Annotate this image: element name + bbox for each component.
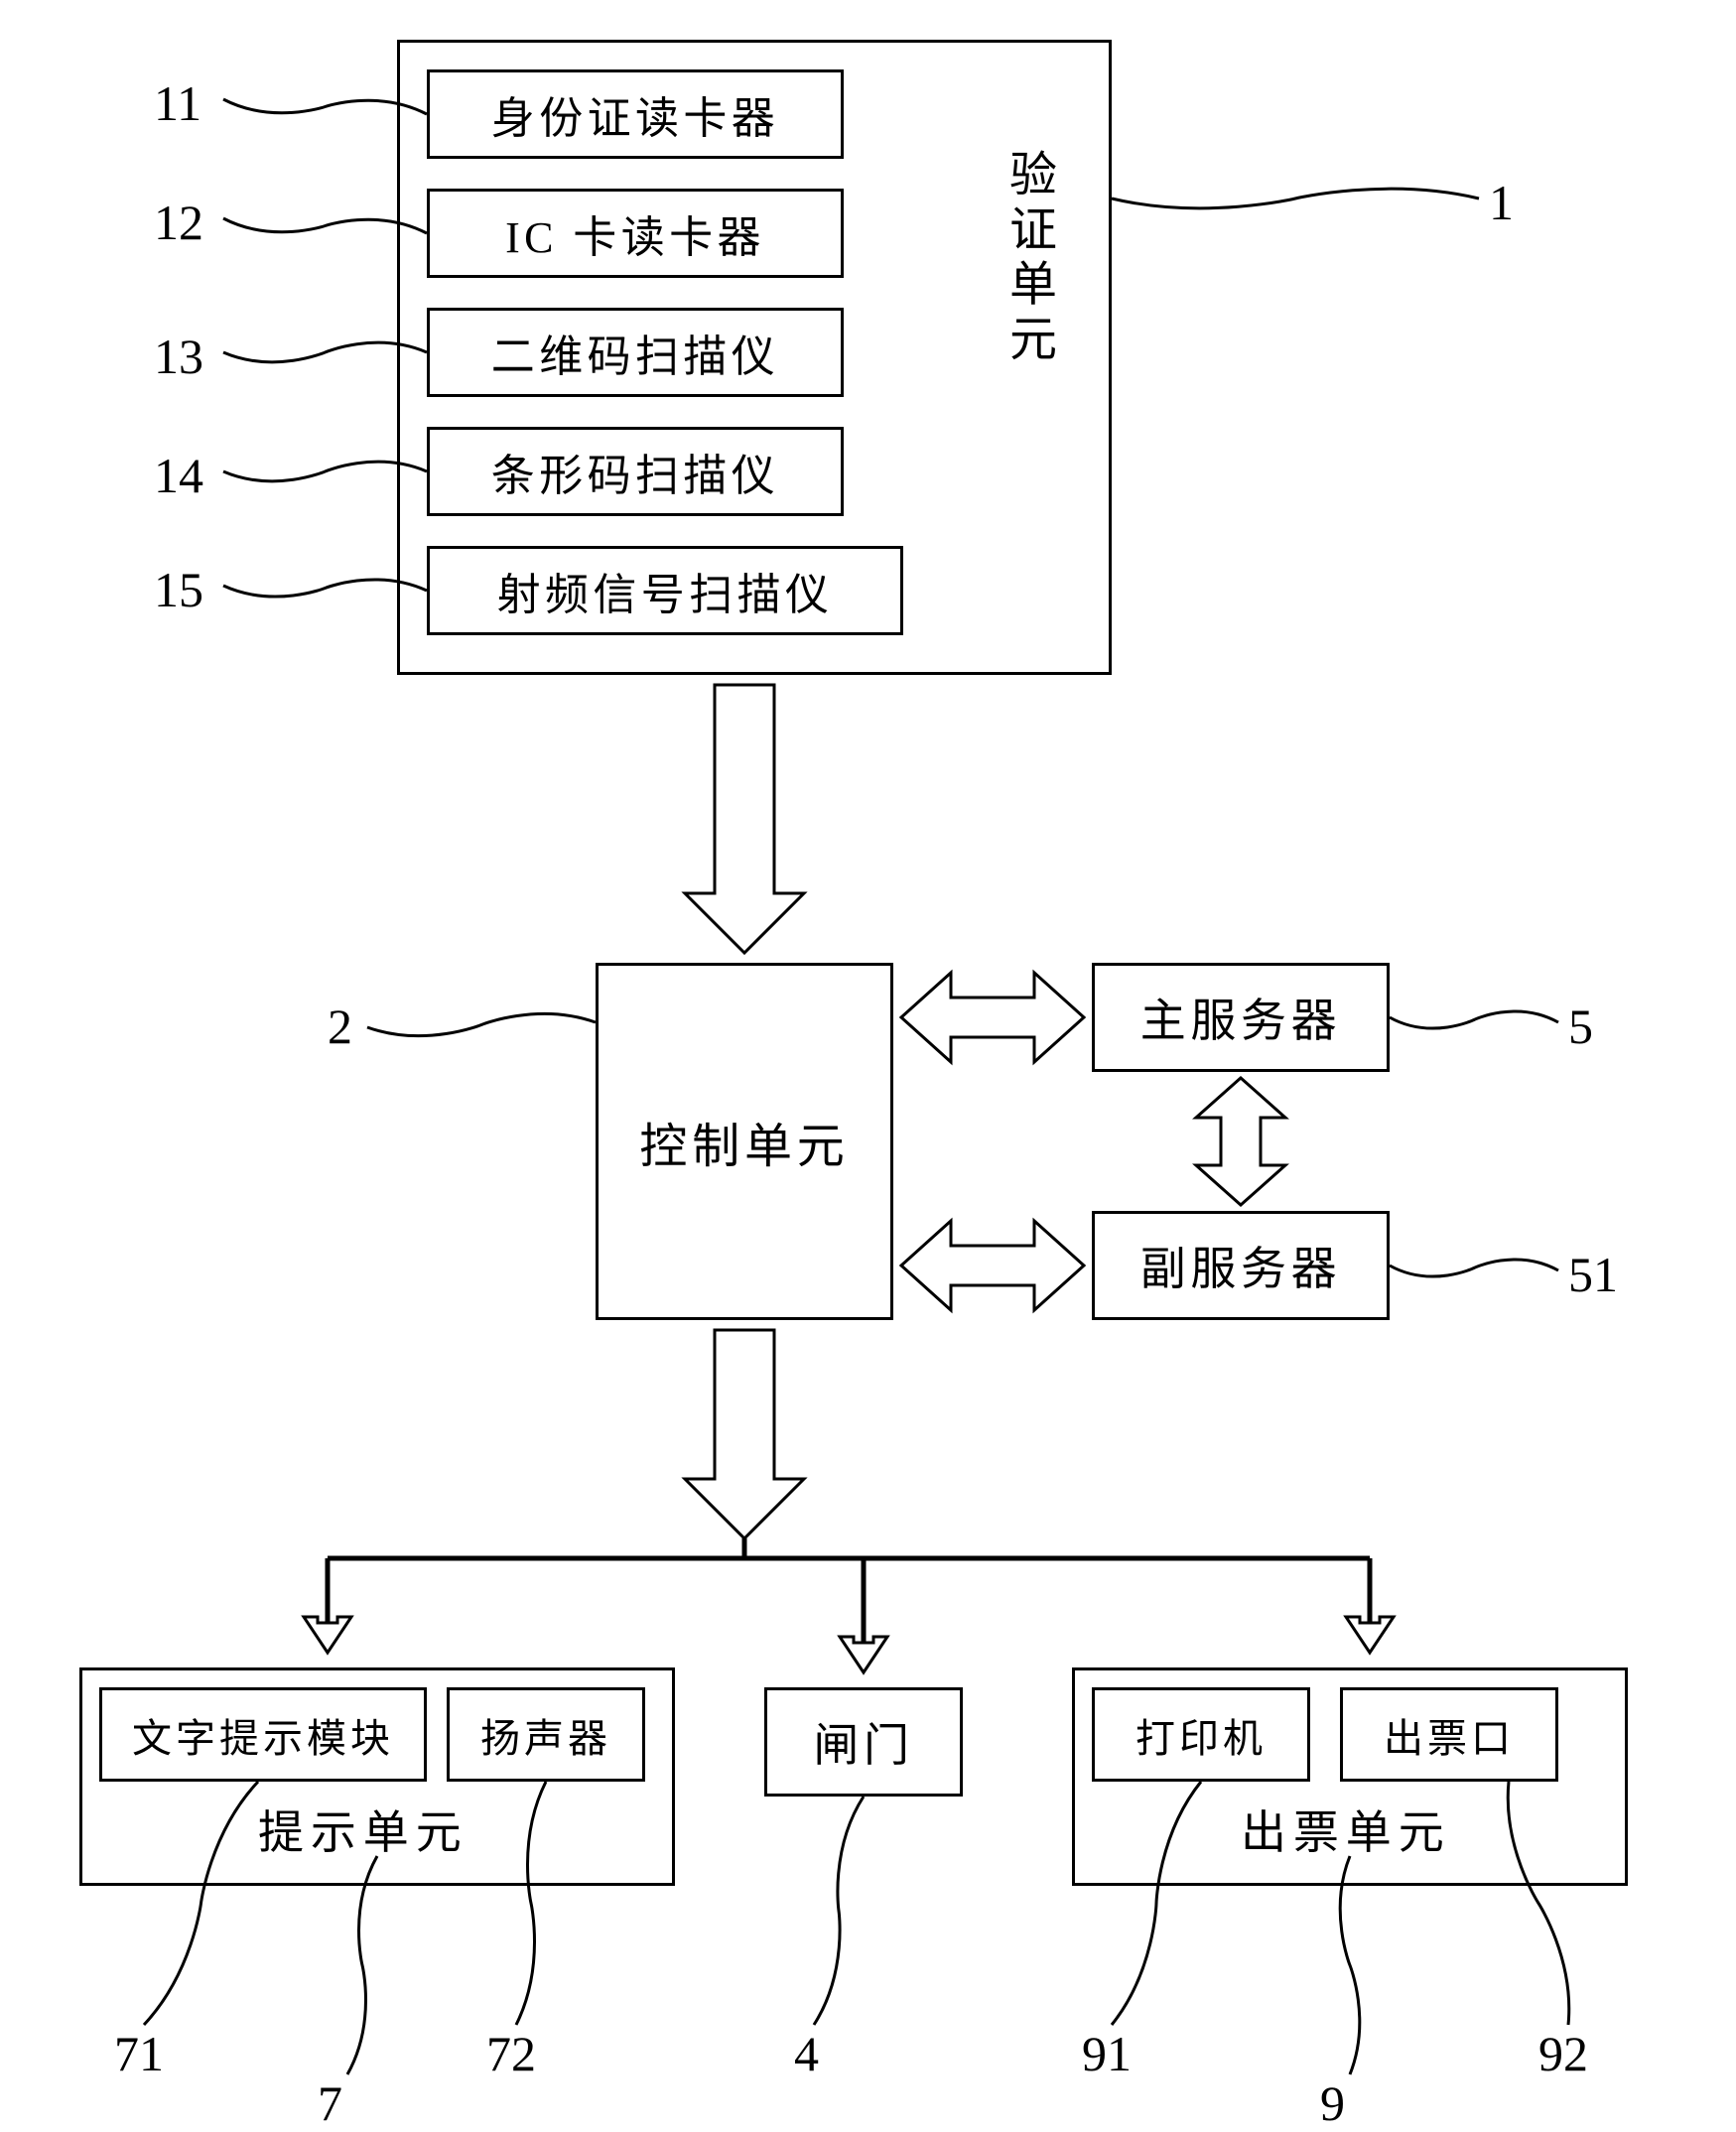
gate-box: 闸门 (764, 1687, 963, 1797)
diagram-canvas: 验证单元 身份证读卡器 IC 卡读卡器 二维码扫描仪 条形码扫描仪 射频信号扫描… (0, 0, 1736, 2128)
callout-15: 15 (154, 561, 203, 618)
verification-unit-title: 验证单元 (993, 149, 1062, 368)
printer-box: 打印机 (1092, 1687, 1310, 1782)
barcode-scanner-label: 条形码扫描仪 (491, 440, 779, 503)
callout-12: 12 (154, 194, 203, 251)
callout-51: 51 (1568, 1246, 1618, 1303)
callout-4: 4 (794, 2025, 819, 2082)
control-unit-label: 控制单元 (639, 1107, 849, 1176)
id-card-reader-label: 身份证读卡器 (491, 82, 779, 146)
rf-scanner-label: 射频信号扫描仪 (497, 559, 834, 622)
ticket-unit-title: 出票单元 (1241, 1797, 1451, 1862)
prompt-unit-title: 提示单元 (258, 1797, 468, 1862)
callout-14: 14 (154, 447, 203, 504)
speaker-box: 扬声器 (447, 1687, 645, 1782)
callout-7: 7 (318, 2074, 342, 2132)
main-server-box: 主服务器 (1092, 963, 1390, 1072)
callout-92: 92 (1538, 2025, 1588, 2082)
main-server-label: 主服务器 (1140, 985, 1341, 1050)
rf-scanner-box: 射频信号扫描仪 (427, 546, 903, 635)
callout-2: 2 (328, 998, 352, 1055)
speaker-label: 扬声器 (480, 1706, 611, 1764)
callout-13: 13 (154, 328, 203, 385)
printer-label: 打印机 (1135, 1706, 1267, 1764)
control-unit-box: 控制单元 (596, 963, 893, 1320)
gate-label: 闸门 (813, 1709, 913, 1775)
qr-scanner-box: 二维码扫描仪 (427, 308, 844, 397)
ic-card-reader-label: IC 卡读卡器 (505, 201, 765, 265)
id-card-reader-box: 身份证读卡器 (427, 69, 844, 159)
ic-card-reader-box: IC 卡读卡器 (427, 189, 844, 278)
ticket-outlet-label: 出票口 (1384, 1706, 1515, 1764)
text-prompt-module-label: 文字提示模块 (132, 1706, 394, 1764)
sub-server-label: 副服务器 (1140, 1233, 1341, 1298)
callout-91: 91 (1082, 2025, 1132, 2082)
callout-9: 9 (1320, 2074, 1345, 2132)
barcode-scanner-box: 条形码扫描仪 (427, 427, 844, 516)
text-prompt-module-box: 文字提示模块 (99, 1687, 427, 1782)
callout-1: 1 (1489, 174, 1514, 231)
callout-71: 71 (114, 2025, 164, 2082)
callout-11: 11 (154, 74, 201, 132)
qr-scanner-label: 二维码扫描仪 (491, 321, 779, 384)
callout-72: 72 (486, 2025, 536, 2082)
callout-5: 5 (1568, 998, 1593, 1055)
sub-server-box: 副服务器 (1092, 1211, 1390, 1320)
ticket-outlet-box: 出票口 (1340, 1687, 1558, 1782)
